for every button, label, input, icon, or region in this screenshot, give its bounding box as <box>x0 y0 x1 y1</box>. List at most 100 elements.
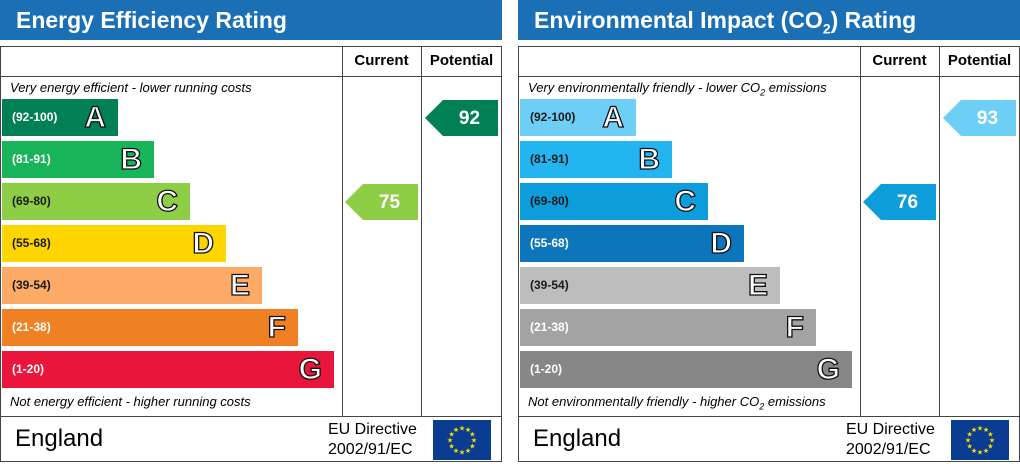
potential-column-header: Potential <box>429 52 494 69</box>
rating-value: 93 <box>976 108 999 129</box>
svg-text:★: ★ <box>971 447 977 455</box>
rating-band-f: (21-38) F <box>2 309 298 346</box>
svg-text:★: ★ <box>459 425 465 433</box>
directive-line-2: 2002/91/EC <box>846 441 931 458</box>
panel-title: Environmental Impact (CO2) Rating <box>518 0 1020 40</box>
svg-text:★: ★ <box>965 437 971 445</box>
rating-band-b: (81-91) B <box>2 141 154 178</box>
svg-text:★: ★ <box>966 443 972 451</box>
band-letter: B <box>120 142 143 176</box>
rating-value: 92 <box>458 108 481 129</box>
rating-band-a: (92-100) A <box>520 99 636 136</box>
svg-text:★: ★ <box>469 443 475 451</box>
band-range-label: (21-38) <box>530 320 569 334</box>
svg-text:★: ★ <box>448 443 454 451</box>
svg-text:★: ★ <box>471 437 477 445</box>
band-range-label: (55-68) <box>12 236 51 250</box>
band-letter: D <box>710 226 733 260</box>
band-letter: C <box>674 184 697 218</box>
title-subscript: 2 <box>822 20 831 37</box>
note-part: Not environmentally friendly - higher CO <box>528 394 760 409</box>
current-rating-arrow: 75 <box>345 184 418 221</box>
directive-line-1: EU Directive <box>328 421 417 438</box>
band-range-label: (69-80) <box>12 194 51 208</box>
environmental-impact-panel: Environmental Impact (CO2) Rating Curren… <box>518 0 1020 464</box>
divider <box>518 76 1020 77</box>
rating-band-d: (55-68) D <box>520 225 744 262</box>
divider <box>421 46 422 416</box>
band-range-label: (92-100) <box>12 110 58 124</box>
title-part: Environmental Impact (CO <box>534 7 823 33</box>
note-part: Very environmentally friendly - lower CO <box>528 80 761 95</box>
band-letter: D <box>192 226 215 260</box>
divider <box>0 76 502 77</box>
svg-text:★: ★ <box>469 431 475 439</box>
divider <box>860 46 861 416</box>
potential-column-header: Potential <box>947 52 1012 69</box>
band-range-label: (81-91) <box>12 152 51 166</box>
band-letter: G <box>298 352 323 386</box>
band-range-label: (69-80) <box>530 194 569 208</box>
divider <box>0 416 502 417</box>
chart-frame <box>0 46 502 462</box>
band-letter: E <box>229 268 250 302</box>
rating-band-e: (39-54) E <box>2 267 262 304</box>
bottom-note: Not environmentally friendly - higher CO… <box>528 394 826 412</box>
rating-band-g: (1-20) G <box>520 351 852 388</box>
band-range-label: (1-20) <box>530 362 563 376</box>
country-label: England <box>15 425 104 452</box>
top-note: Very energy efficient - lower running co… <box>10 80 252 95</box>
rating-band-a: (92-100) A <box>2 99 118 136</box>
country-label: England <box>533 425 622 452</box>
directive-line-2: 2002/91/EC <box>328 441 413 458</box>
rating-band-b: (81-91) B <box>520 141 672 178</box>
rating-band-f: (21-38) F <box>520 309 816 346</box>
eu-flag-icon: ★★★★★★★★★ ★ ★★ <box>433 420 491 460</box>
rating-band-c: (69-80) C <box>2 183 190 220</box>
energy-efficiency-panel: Energy Efficiency Rating Current Potenti… <box>0 0 502 464</box>
note-part: emissions <box>764 394 826 409</box>
divider <box>518 416 1020 417</box>
svg-text:★: ★ <box>465 447 471 455</box>
svg-text:★: ★ <box>453 447 459 455</box>
top-note: Very environmentally friendly - lower CO… <box>528 80 827 98</box>
svg-text:★: ★ <box>966 431 972 439</box>
eu-directive: EU Directive 2002/91/EC <box>328 420 417 460</box>
current-column-header: Current <box>872 52 927 69</box>
note-part: emissions <box>765 80 827 95</box>
rating-band-c: (69-80) C <box>520 183 708 220</box>
svg-text:★: ★ <box>447 437 453 445</box>
band-letter: A <box>84 100 107 134</box>
band-letter: G <box>816 352 841 386</box>
svg-text:★: ★ <box>989 437 995 445</box>
rating-band-g: (1-20) G <box>2 351 334 388</box>
eu-flag-icon: ★★★★★★★★★ ★ ★★ <box>951 420 1009 460</box>
band-letter: F <box>267 310 287 344</box>
svg-text:★: ★ <box>977 449 983 457</box>
band-letter: E <box>747 268 768 302</box>
rating-band-d: (55-68) D <box>2 225 226 262</box>
band-letter: A <box>602 100 625 134</box>
svg-text:★: ★ <box>453 426 459 434</box>
bottom-note: Not energy efficient - higher running co… <box>10 394 251 409</box>
rating-value: 76 <box>896 192 919 213</box>
potential-rating-arrow: 92 <box>425 100 498 137</box>
rating-value: 75 <box>378 192 401 213</box>
svg-text:★: ★ <box>983 447 989 455</box>
directive-line-1: EU Directive <box>846 421 935 438</box>
svg-text:★: ★ <box>983 426 989 434</box>
svg-text:★: ★ <box>448 431 454 439</box>
band-range-label: (81-91) <box>530 152 569 166</box>
svg-text:★: ★ <box>977 425 983 433</box>
title-part: ) Rating <box>830 7 917 33</box>
band-range-label: (1-20) <box>12 362 45 376</box>
current-rating-arrow: 76 <box>863 184 936 221</box>
panel-title: Energy Efficiency Rating <box>0 0 502 40</box>
band-letter: F <box>785 310 805 344</box>
band-range-label: (39-54) <box>12 278 51 292</box>
svg-text:★: ★ <box>971 426 977 434</box>
band-range-label: (55-68) <box>530 236 569 250</box>
eu-directive: EU Directive 2002/91/EC <box>846 420 935 460</box>
divider <box>342 46 343 416</box>
svg-text:★: ★ <box>459 449 465 457</box>
